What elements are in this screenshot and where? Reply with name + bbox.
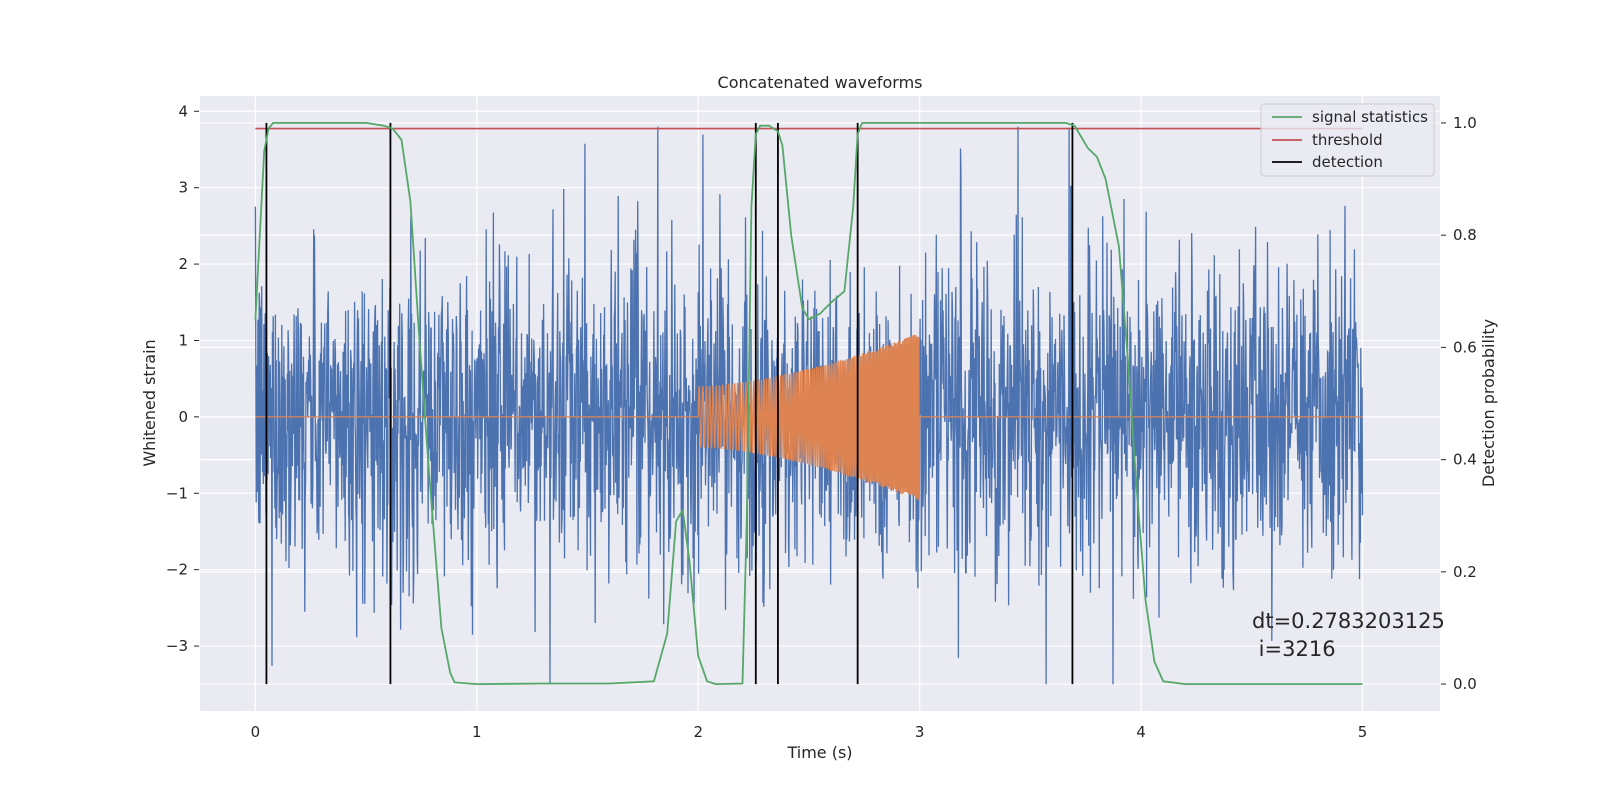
chart-title: Concatenated waveforms [718, 73, 923, 92]
axis-ticks: 0 1 2 3 4 5 −3 −2 −1 0 1 2 3 4 0.0 0.2 0.4 0.6 0.8 1.0 [166, 102, 1477, 741]
legend: signal statistics threshold detection [1260, 103, 1435, 177]
legend-label-detection: detection [1312, 153, 1383, 171]
x-tick-label-1: 1 [472, 723, 482, 741]
y-tick-label-7: 4 [178, 102, 188, 120]
signal-statistics-line [254, 122, 1363, 685]
plot-content [254, 122, 1364, 685]
legend-label-threshold: threshold [1312, 131, 1383, 149]
y-axis-title: Whitened strain [140, 339, 159, 466]
y-tick-label-4: 1 [178, 331, 188, 349]
y2-axis-title: Detection probability [1479, 319, 1498, 487]
annotation-line-dt: dt=0.2783203125 [1252, 609, 1445, 633]
legend-label-signal-statistics: signal statistics [1312, 108, 1428, 126]
x-tick-label-5: 5 [1358, 723, 1368, 741]
y2-tick-label-0: 0.0 [1453, 675, 1477, 693]
y2-tick-label-3: 0.6 [1453, 338, 1477, 356]
legend-box [1260, 103, 1435, 177]
y-tick-label-3: 0 [178, 408, 188, 426]
x-tick-label-3: 3 [915, 723, 925, 741]
y2-tick-label-2: 0.4 [1453, 451, 1477, 469]
x-tick-label-4: 4 [1136, 723, 1146, 741]
y2-tick-label-1: 0.2 [1453, 563, 1477, 581]
x-tick-label-2: 2 [693, 723, 703, 741]
y2-tick-label-4: 0.8 [1453, 226, 1477, 244]
y-tick-label-5: 2 [178, 255, 188, 273]
y-tick-label-2: −1 [166, 484, 188, 502]
y2-tick-label-5: 1.0 [1453, 114, 1477, 132]
injected-chirp-line [255, 334, 1363, 501]
annotation-line-i: i=3216 [1252, 637, 1336, 661]
x-axis-title: Time (s) [786, 743, 852, 762]
y-tick-label-6: 3 [178, 179, 188, 197]
y-tick-label-1: −2 [166, 561, 188, 579]
y-tick-label-0: −3 [166, 637, 188, 655]
annotation: dt=0.2783203125 i=3216 [1252, 609, 1445, 661]
x-tick-label-0: 0 [251, 723, 261, 741]
